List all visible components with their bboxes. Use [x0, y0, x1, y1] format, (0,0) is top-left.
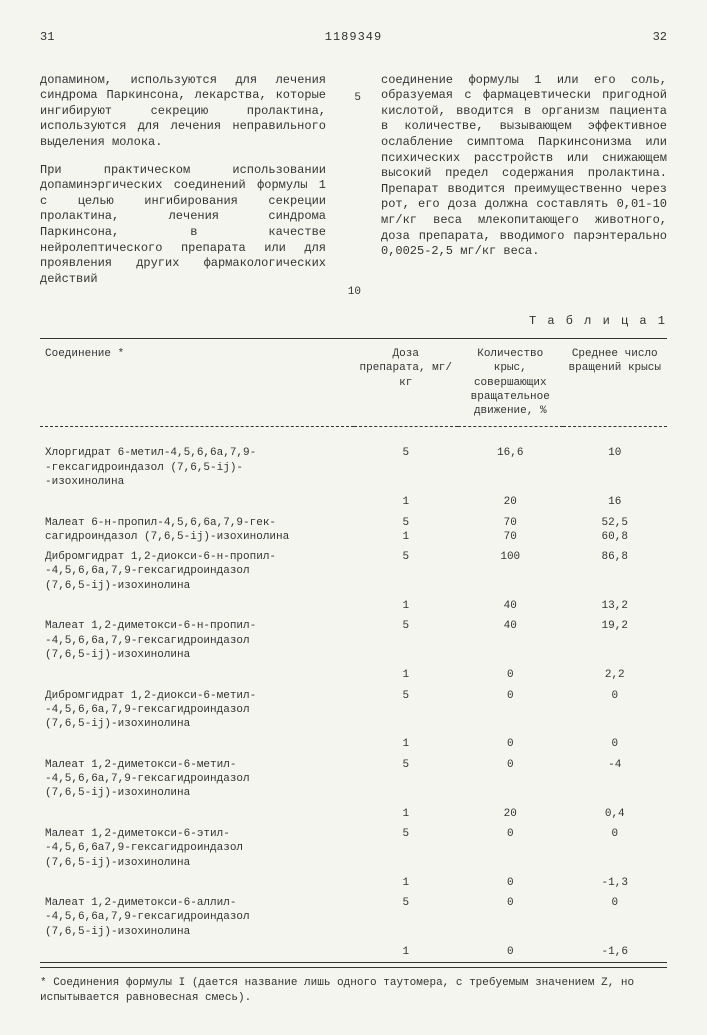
cell-rotations: -4	[563, 755, 668, 804]
cell-rotations: 52,5 60,8	[563, 513, 668, 548]
cell-dose: 5	[354, 686, 459, 735]
cell-percent: 40	[458, 596, 563, 616]
table-caption: Т а б л и ц а 1	[40, 314, 667, 330]
line-markers: 5 10	[346, 61, 361, 300]
cell-dose: 1	[354, 665, 459, 685]
table-row: Малеат 1,2-диметокси-6-н-пропил- -4,5,6,…	[40, 616, 667, 665]
cell-dose: 1	[354, 492, 459, 512]
cell-rotations: 13,2	[563, 596, 668, 616]
cell-compound: Малеат 1,2-диметокси-6-этил- -4,5,6,6а7,…	[40, 824, 354, 873]
cell-rotations: -1,3	[563, 873, 668, 893]
cell-dose: 5	[354, 547, 459, 596]
cell-percent: 16,6	[458, 443, 563, 492]
table-row: Малеат 6-н-пропил-4,5,6,6а,7,9-гек- саги…	[40, 513, 667, 548]
line-mark-5: 5	[346, 91, 361, 105]
cell-compound: Малеат 1,2-диметокси-6-метил- -4,5,6,6а,…	[40, 755, 354, 804]
cell-dose: 5	[354, 824, 459, 873]
table-row: 102,2	[40, 665, 667, 685]
table-row: Дибромгидрат 1,2-диокси-6-н-пропил- -4,5…	[40, 547, 667, 596]
page-header: 31 1189349 32	[40, 30, 667, 46]
cell-compound: Малеат 1,2-диметокси-6-н-пропил- -4,5,6,…	[40, 616, 354, 665]
left-para-2: При практическом использовании допаминэр…	[40, 163, 326, 288]
cell-percent: 0	[458, 873, 563, 893]
line-mark-10: 10	[346, 285, 361, 299]
doc-number: 1189349	[325, 30, 382, 46]
data-table: Соединение * Доза препарата, мг/кг Колич…	[40, 338, 667, 963]
cell-dose: 5	[354, 443, 459, 492]
cell-percent: 100	[458, 547, 563, 596]
table-footnote: * Соединения формулы I (дается название …	[40, 967, 667, 1005]
table-header-row: Соединение * Доза препарата, мг/кг Колич…	[40, 338, 667, 426]
right-para-1: соединение формулы 1 или его соль, образ…	[381, 73, 667, 260]
cell-dose: 1	[354, 804, 459, 824]
cell-dose: 1	[354, 942, 459, 963]
cell-compound	[40, 596, 354, 616]
cell-percent: 20	[458, 804, 563, 824]
cell-dose: 5	[354, 616, 459, 665]
cell-rotations: 0,4	[563, 804, 668, 824]
cell-compound	[40, 734, 354, 754]
table-row: 10-1,6	[40, 942, 667, 963]
page-num-left: 31	[40, 30, 54, 46]
table-row: 100	[40, 734, 667, 754]
body-columns: допамином, используются для лечения синд…	[40, 61, 667, 300]
cell-compound: Дибромгидрат 1,2-диокси-6-н-пропил- -4,5…	[40, 547, 354, 596]
page-num-right: 32	[653, 30, 667, 46]
cell-percent: 20	[458, 492, 563, 512]
table-row: Малеат 1,2-диметокси-6-этил- -4,5,6,6а7,…	[40, 824, 667, 873]
cell-rotations: 0	[563, 893, 668, 942]
cell-compound	[40, 804, 354, 824]
cell-compound: Дибромгидрат 1,2-диокси-6-метил- -4,5,6,…	[40, 686, 354, 735]
cell-rotations: -1,6	[563, 942, 668, 963]
cell-compound	[40, 942, 354, 963]
cell-dose: 1	[354, 873, 459, 893]
cell-percent: 0	[458, 824, 563, 873]
cell-compound: Хлоргидрат 6-метил-4,5,6,6а,7,9- -гексаг…	[40, 443, 354, 492]
cell-compound: Малеат 1,2-диметокси-6-аллил- -4,5,6,6а,…	[40, 893, 354, 942]
cell-rotations: 10	[563, 443, 668, 492]
cell-dose: 5	[354, 893, 459, 942]
cell-compound	[40, 492, 354, 512]
cell-rotations: 16	[563, 492, 668, 512]
cell-percent: 70 70	[458, 513, 563, 548]
cell-dose: 1	[354, 734, 459, 754]
right-column: соединение формулы 1 или его соль, образ…	[381, 61, 667, 300]
cell-dose: 1	[354, 596, 459, 616]
cell-rotations: 0	[563, 824, 668, 873]
table-row: Малеат 1,2-диметокси-6-метил- -4,5,6,6а,…	[40, 755, 667, 804]
th-compound: Соединение *	[40, 338, 354, 426]
cell-rotations: 0	[563, 734, 668, 754]
cell-compound	[40, 665, 354, 685]
cell-rotations: 19,2	[563, 616, 668, 665]
cell-rotations: 0	[563, 686, 668, 735]
cell-compound: Малеат 6-н-пропил-4,5,6,6а,7,9-гек- саги…	[40, 513, 354, 548]
cell-percent: 0	[458, 686, 563, 735]
table-row: 1200,4	[40, 804, 667, 824]
table-row: 10-1,3	[40, 873, 667, 893]
table-row: Малеат 1,2-диметокси-6-аллил- -4,5,6,6а,…	[40, 893, 667, 942]
cell-percent: 40	[458, 616, 563, 665]
cell-rotations: 2,2	[563, 665, 668, 685]
th-dose: Доза препарата, мг/кг	[354, 338, 459, 426]
table-row: Хлоргидрат 6-метил-4,5,6,6а,7,9- -гексаг…	[40, 443, 667, 492]
table-row: Дибромгидрат 1,2-диокси-6-метил- -4,5,6,…	[40, 686, 667, 735]
table-row: 12016	[40, 492, 667, 512]
th-percent: Количество крыс, совершающих вращательно…	[458, 338, 563, 426]
left-para-1: допамином, используются для лечения синд…	[40, 73, 326, 151]
th-rotations: Среднее число вращений крысы	[563, 338, 668, 426]
left-column: допамином, используются для лечения синд…	[40, 61, 326, 300]
cell-percent: 0	[458, 734, 563, 754]
table-row: 14013,2	[40, 596, 667, 616]
table-body: Хлоргидрат 6-метил-4,5,6,6а,7,9- -гексаг…	[40, 427, 667, 963]
cell-dose: 5 1	[354, 513, 459, 548]
cell-percent: 0	[458, 665, 563, 685]
cell-percent: 0	[458, 893, 563, 942]
cell-percent: 0	[458, 942, 563, 963]
cell-rotations: 86,8	[563, 547, 668, 596]
cell-compound	[40, 873, 354, 893]
cell-dose: 5	[354, 755, 459, 804]
cell-percent: 0	[458, 755, 563, 804]
